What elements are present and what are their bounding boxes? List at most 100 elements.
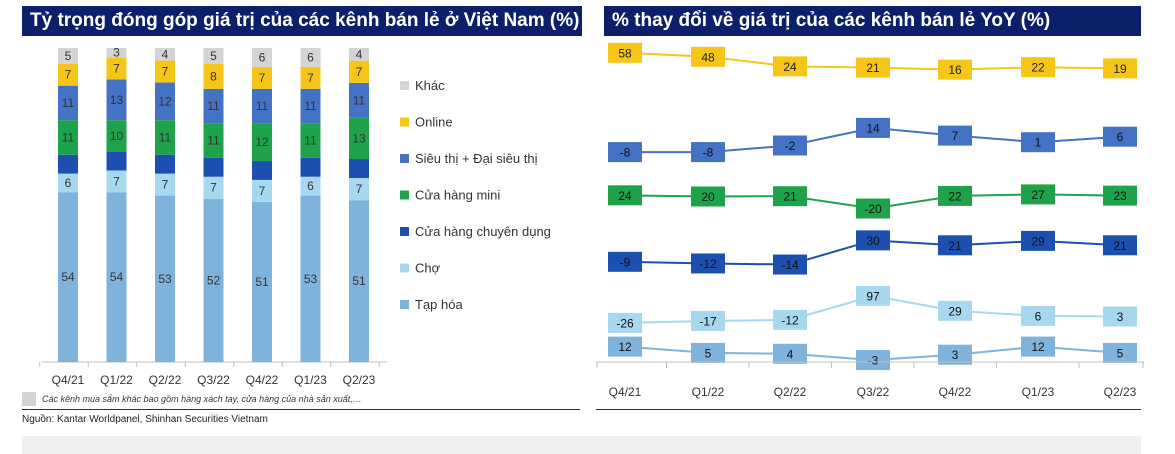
bar-segment xyxy=(300,48,321,67)
bar-segment xyxy=(252,66,272,89)
data-label: 11 xyxy=(304,99,317,113)
data-label: 20 xyxy=(701,190,715,204)
data-label: -12 xyxy=(781,313,799,327)
data-label: 21 xyxy=(948,239,962,253)
bar-segment xyxy=(58,154,78,174)
data-label: 22 xyxy=(948,189,962,203)
x-tick-label: Q4/22 xyxy=(939,385,972,399)
bar-segment xyxy=(300,157,321,177)
data-label: 1 xyxy=(1035,136,1042,150)
data-label: 13 xyxy=(352,131,366,145)
data-label: 5 xyxy=(65,49,72,63)
x-tick-label: Q1/22 xyxy=(100,373,133,387)
bar-segment xyxy=(203,123,224,158)
data-label: 7 xyxy=(162,178,169,192)
data-label: 3 xyxy=(113,46,120,60)
data-label-box xyxy=(856,57,890,78)
data-label-box xyxy=(1021,184,1055,205)
bar-segment xyxy=(155,154,175,174)
data-label: 4 xyxy=(787,347,794,361)
x-tick-label: Q1/23 xyxy=(294,373,327,387)
data-label-box xyxy=(1103,306,1137,327)
data-label-box xyxy=(608,42,642,63)
bar-segment xyxy=(252,48,272,67)
data-label: 24 xyxy=(783,60,797,74)
stacked-bar-chart: 546111175Q4/21547101373Q1/22537111274Q2/… xyxy=(39,46,551,387)
data-label-box xyxy=(773,135,807,156)
bar-segment xyxy=(252,88,272,124)
data-label-box xyxy=(691,253,725,274)
data-label-box xyxy=(1021,132,1055,153)
data-label: -9 xyxy=(620,255,631,269)
bar-segment xyxy=(106,57,127,80)
right-divider xyxy=(596,409,1141,410)
data-label: 97 xyxy=(866,289,880,303)
data-label-box xyxy=(691,342,725,363)
data-label: 11 xyxy=(353,93,366,107)
data-label-box xyxy=(1021,57,1055,78)
data-label-box xyxy=(608,312,642,333)
data-label-box xyxy=(691,310,725,331)
data-label: 12 xyxy=(255,135,269,149)
x-tick-label: Q3/22 xyxy=(197,373,230,387)
data-label: 58 xyxy=(618,46,632,60)
data-label: 11 xyxy=(304,134,317,148)
legend-label: Khác xyxy=(415,78,445,93)
data-label: 7 xyxy=(113,61,120,75)
data-label: -3 xyxy=(868,354,879,368)
data-label: -20 xyxy=(864,202,882,216)
bar-segment xyxy=(300,66,321,89)
x-tick-label: Q2/23 xyxy=(343,373,376,387)
data-label: 11 xyxy=(159,130,172,144)
data-label-box xyxy=(856,230,890,251)
data-label: 4 xyxy=(162,47,169,61)
legend-label: Chợ xyxy=(415,261,441,276)
data-label: 6 xyxy=(307,179,314,193)
bar-segment xyxy=(106,151,127,171)
bar-segment xyxy=(349,82,369,118)
legend-label: Tạp hóa xyxy=(415,297,463,312)
bar-segment xyxy=(155,120,175,155)
data-label: 21 xyxy=(1113,239,1127,253)
legend-label: Siêu thị + Đại siêu thị xyxy=(415,151,538,166)
data-label-box xyxy=(773,309,807,330)
bar-segment xyxy=(300,88,321,124)
data-label: 53 xyxy=(158,272,172,286)
data-label-box xyxy=(773,254,807,275)
x-tick-label: Q2/22 xyxy=(774,385,807,399)
data-label: -8 xyxy=(620,146,631,160)
x-tick-label: Q4/21 xyxy=(52,373,85,387)
data-label-box xyxy=(608,336,642,357)
data-label: 8 xyxy=(210,69,217,83)
data-label-box xyxy=(1103,342,1137,363)
bottom-strip xyxy=(22,436,1141,454)
data-label-box xyxy=(938,235,972,256)
x-tick-label: Q4/21 xyxy=(609,385,642,399)
legend-swatch xyxy=(400,117,409,127)
bar-segment xyxy=(106,120,127,152)
data-label: 7 xyxy=(307,71,314,85)
bar-segment xyxy=(252,161,272,180)
data-label: -17 xyxy=(699,314,717,328)
data-label: 52 xyxy=(207,273,221,287)
data-label: 5 xyxy=(210,49,217,63)
data-label: 11 xyxy=(62,96,75,110)
bar-segment xyxy=(155,173,175,196)
bar-segment xyxy=(155,60,175,83)
data-label: 51 xyxy=(352,274,366,288)
bar-segment xyxy=(349,159,369,179)
data-label: -2 xyxy=(785,139,796,153)
data-label: 27 xyxy=(1031,188,1045,202)
data-label-box xyxy=(938,59,972,80)
data-label: 7 xyxy=(952,129,959,143)
data-label: 6 xyxy=(1117,130,1124,144)
bar-segment xyxy=(203,157,224,177)
data-label: 54 xyxy=(110,270,124,284)
right-panel-title: % thay đổi về giá trị của các kênh bán l… xyxy=(604,6,1141,36)
bar-segment xyxy=(349,117,369,160)
data-label-box xyxy=(938,125,972,146)
legend-swatch xyxy=(400,81,409,90)
bar-segment xyxy=(106,170,127,193)
data-label-box xyxy=(773,186,807,207)
data-label: 5 xyxy=(705,346,712,360)
